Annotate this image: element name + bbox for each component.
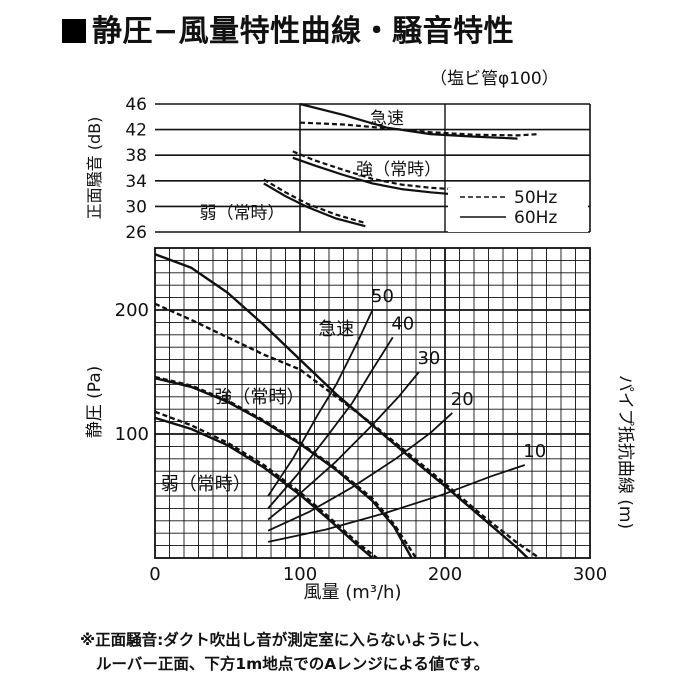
pipe-resistance-label-50: 50 <box>371 286 394 307</box>
pressure-x-tick-label: 200 <box>428 564 462 585</box>
pressure-annotation-jaku: 弱（常時） <box>161 474 251 495</box>
pressure-line-kyuusoku-50hz <box>154 302 540 559</box>
title-square-icon <box>62 19 86 43</box>
noise-annotation-jaku: 弱（常時） <box>200 204 285 224</box>
footnote-line-2: ルーバー正面、下方1m地点でのAレンジによる値です。 <box>96 655 490 673</box>
pressure-y-tick-label: 100 <box>115 424 149 445</box>
pipe-note: （塩ビ管φ100） <box>430 69 559 89</box>
noise-y-tick-label: 30 <box>125 197 147 217</box>
pressure-annotation-kyou: 強（常時） <box>214 387 304 408</box>
legend-box <box>448 188 588 232</box>
pressure-line-jaku-50hz <box>154 410 378 559</box>
pressure-y-tick-label: 200 <box>115 300 149 321</box>
noise-y-axis-label: 正面騒音 (dB) <box>85 117 104 220</box>
pressure-annotation-kyuusoku: 急速 <box>318 319 354 340</box>
pressure-x-tick-label: 100 <box>283 564 317 585</box>
noise-line-jaku-50hz <box>263 178 366 225</box>
noise-line-kyou-60hz <box>292 156 453 196</box>
pipe-resistance-curve-50 <box>267 309 374 497</box>
legend-label-50hz: 50Hz <box>514 188 557 208</box>
noise-line-kyou-50hz <box>292 150 453 191</box>
pressure-y-axis-label: 静圧 (Pa) <box>85 366 105 439</box>
pipe-resistance-label-10: 10 <box>523 441 546 462</box>
noise-y-tick-label: 26 <box>125 223 147 243</box>
noise-line-kyuusoku-50hz <box>299 121 540 137</box>
pressure-line-kyou-50hz <box>154 375 418 559</box>
pipe-resistance-curve-30 <box>267 371 420 521</box>
noise-annotation-kyuusoku: 急速 <box>370 109 404 129</box>
pipe-resistance-curve-10 <box>267 464 526 543</box>
chart-title: 静圧−風量特性曲線・騒音特性 <box>62 6 514 50</box>
noise-y-tick-label: 34 <box>125 172 147 192</box>
pipe-resistance-label-30: 30 <box>417 348 440 369</box>
noise-annotation-kyou: 強（常時） <box>356 160 441 180</box>
pressure-x-tick-label: 300 <box>573 564 607 585</box>
noise-line-jaku-60hz <box>263 182 366 228</box>
pressure-x-tick-label: 0 <box>149 564 160 585</box>
pipe-resistance-label-20: 20 <box>451 389 474 410</box>
pressure-x-axis-label: 風量 (m³/h) <box>304 582 402 603</box>
noise-y-tick-label: 38 <box>125 146 147 166</box>
noise-line-kyuusoku-60hz <box>299 102 518 140</box>
pressure-y2-axis-label: パイプ抵抗曲線 (m) <box>615 375 635 529</box>
pressure-line-jaku-60hz <box>154 416 374 559</box>
footnote-line-1: ※正面騒音:ダクト吹出し音が測定室に入らないようにし、 <box>80 631 489 649</box>
noise-y-tick-label: 46 <box>125 95 147 115</box>
pipe-resistance-curve-20 <box>267 412 453 532</box>
chart-title-text: 静圧−風量特性曲線・騒音特性 <box>92 14 515 49</box>
legend-label-60hz: 60Hz <box>514 208 557 228</box>
pipe-resistance-curve-40 <box>267 336 394 509</box>
noise-y-tick-label: 42 <box>125 121 147 141</box>
pipe-resistance-label-40: 40 <box>391 313 414 334</box>
